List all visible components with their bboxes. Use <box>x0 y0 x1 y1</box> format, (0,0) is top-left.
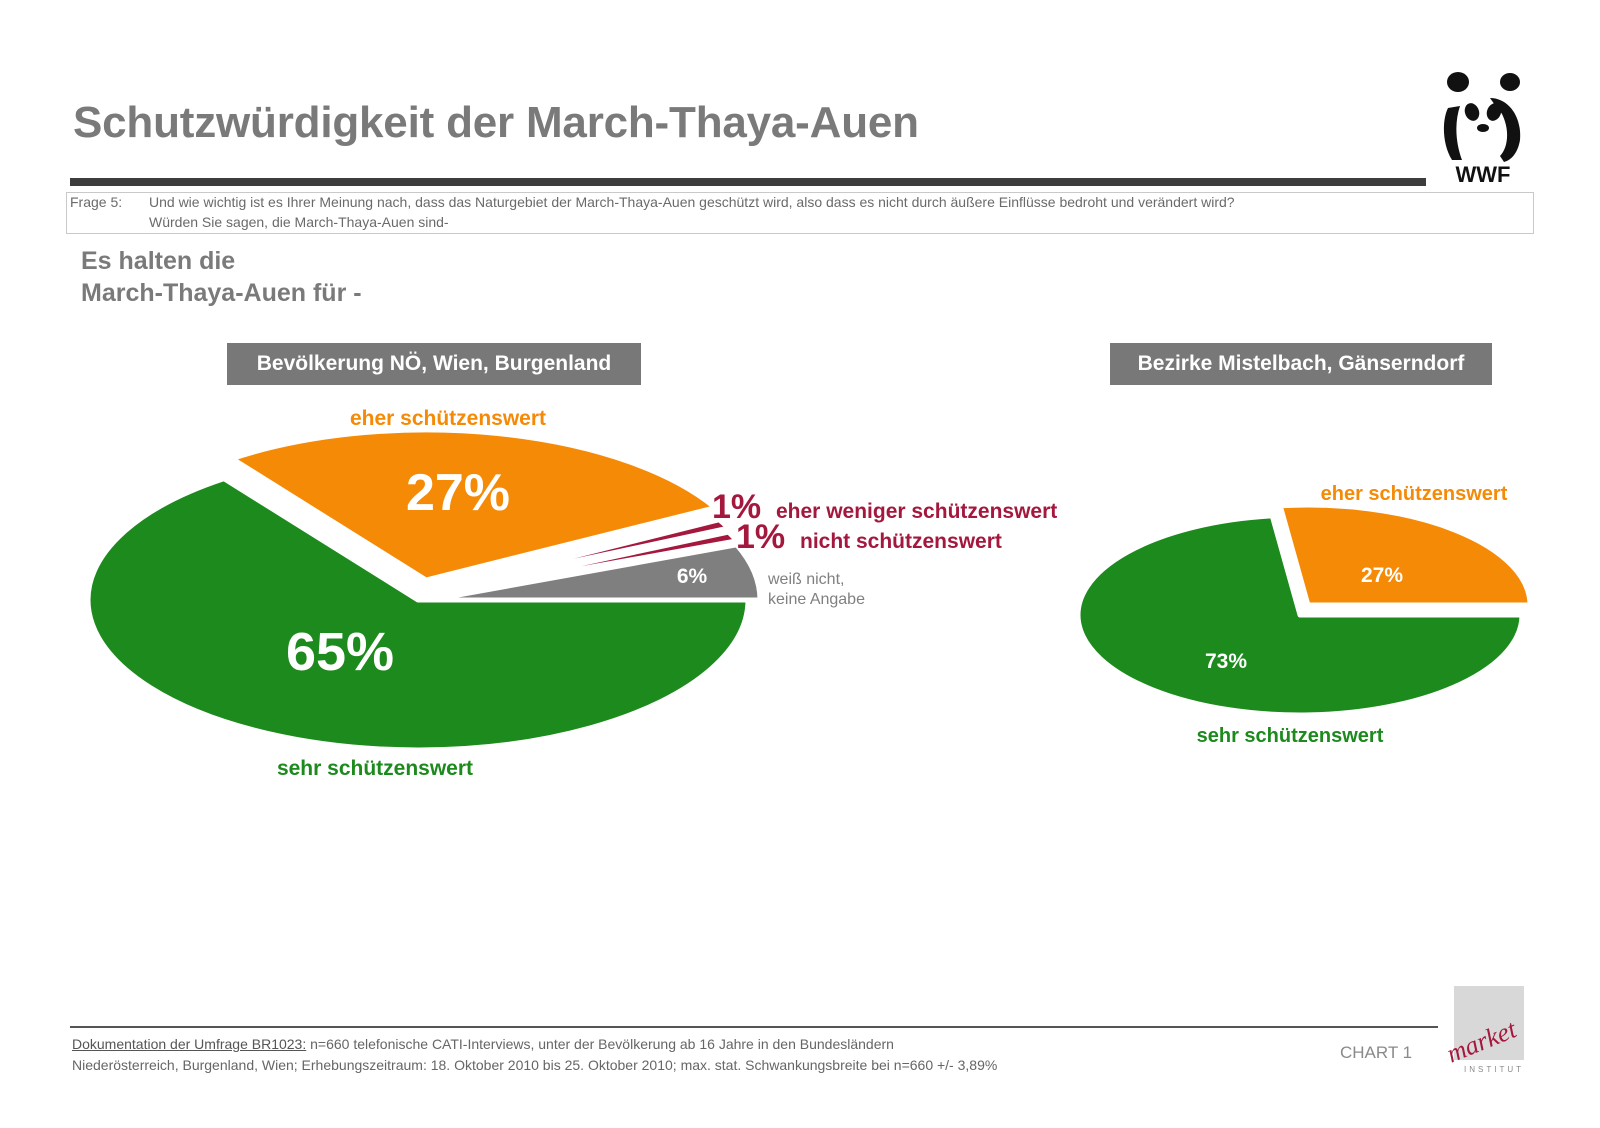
intro-line2: March-Thaya-Auen für - <box>81 279 362 307</box>
category-label-eher-weniger-sch-tzenswert: eher weniger schützenswert <box>776 500 1057 523</box>
footer-divider <box>70 1026 1438 1028</box>
category-label-eher-sch-tzenswert: eher schützenswert <box>1321 483 1508 505</box>
question-text-line1: Und wie wichtig ist es Ihrer Meinung nac… <box>149 194 1235 210</box>
category-label2-keine-angabe: keine Angabe <box>768 591 865 608</box>
survey-doc-link[interactable]: Dokumentation der Umfrage BR1023: <box>72 1036 307 1052</box>
wwf-logo-text: WWF <box>1456 162 1511 187</box>
question-prefix: Frage 5: <box>70 194 123 210</box>
pie-slice-eher-sch-tzenswert <box>1277 502 1533 608</box>
market-institut-logo: market INSTITUT <box>1442 986 1524 1074</box>
category-label-eher-sch-tzenswert: eher schützenswert <box>350 407 546 430</box>
category-label-sehr-sch-tzenswert: sehr schützenswert <box>277 757 473 780</box>
question-text-line2: Würden Sie sagen, die March-Thaya-Auen s… <box>149 214 449 230</box>
pie-slice-wei-nicht <box>427 542 763 603</box>
category-label-sehr-sch-tzenswert: sehr schützenswert <box>1197 725 1384 747</box>
page-title: Schutzwürdigkeit der March-Thaya-Auen <box>73 98 919 147</box>
value-label-sehr-sch-tzenswert: 65% <box>286 622 394 682</box>
footer-line2: Niederösterreich, Burgenland, Wien; Erhe… <box>72 1057 998 1073</box>
value-label-eher-sch-tzenswert: 27% <box>406 464 510 522</box>
chart-number: CHART 1 <box>1340 1043 1413 1062</box>
value-label-eher-sch-tzenswert: 27% <box>1361 564 1403 587</box>
chart-title-districts: Bezirke Mistelbach, Gänserndorf <box>1110 343 1492 385</box>
pie-slice-nicht-sch-tzenswert <box>427 529 740 599</box>
pie-chart-population: 65% sehr schützenswert 27% eher schützenswe… <box>85 407 1057 780</box>
market-logo-subtext: INSTITUT <box>1464 1065 1524 1074</box>
footer-line1: Dokumentation der Umfrage BR1023: n=660 … <box>72 1036 894 1052</box>
question-box <box>66 192 1534 234</box>
value-label-wei-nicht: 6% <box>677 565 708 588</box>
value-label-eher-weniger-sch-tzenswert: 1% <box>712 488 761 526</box>
title-divider <box>70 178 1426 186</box>
intro-line1: Es halten die <box>81 247 236 275</box>
wwf-panda-logo: WWF <box>1443 72 1521 187</box>
pie-slice-sehr-sch-tzenswert <box>1075 513 1525 718</box>
category-label-wei-nicht: weiß nicht, <box>767 571 844 588</box>
pie-chart-districts: 73% sehr schützenswert 27% eher schützenswe… <box>1075 483 1533 747</box>
pie-slice-eher-sch-tzenswert <box>229 427 718 583</box>
pie-slice-sehr-sch-tzenswert <box>85 476 751 753</box>
footer-line1-text: n=660 telefonische CATI-Interviews, unte… <box>306 1036 894 1052</box>
chart-title-population: Bevölkerung NÖ, Wien, Burgenland <box>227 343 641 385</box>
value-label-nicht-sch-tzenswert: 1% <box>736 518 785 556</box>
value-label-sehr-sch-tzenswert: 73% <box>1205 650 1247 673</box>
category-label-nicht-sch-tzenswert: nicht schützenswert <box>800 530 1002 553</box>
pie-slice-eher-weniger-sch-tzenswert <box>427 517 732 595</box>
